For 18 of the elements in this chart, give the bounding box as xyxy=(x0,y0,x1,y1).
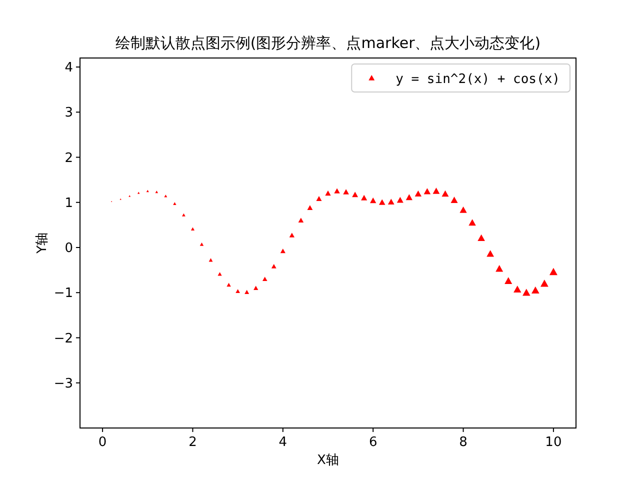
y-tick-label: 4 xyxy=(64,60,73,76)
y-tick-label: −2 xyxy=(54,331,73,346)
y-axis-title: Y轴 xyxy=(35,232,50,254)
chart-title: 绘制默认散点图示例(图形分辨率、点marker、点大小动态变化) xyxy=(115,34,541,52)
x-tick-label: 0 xyxy=(98,435,107,450)
x-tick-label: 6 xyxy=(368,435,378,450)
y-tick-label: 2 xyxy=(64,150,73,166)
x-axis-title: X轴 xyxy=(317,453,339,468)
x-tick-label: 2 xyxy=(188,435,197,450)
y-tick-label: 3 xyxy=(64,106,73,121)
y-tick-label: 1 xyxy=(64,196,73,211)
y-tick-label: 0 xyxy=(64,241,73,256)
y-tick-label: −1 xyxy=(54,286,73,302)
x-tick-label: 10 xyxy=(545,435,562,450)
x-tick-label: 4 xyxy=(278,435,288,450)
x-tick-label: 8 xyxy=(459,435,468,450)
y-tick-label: −3 xyxy=(54,376,73,392)
legend-label: y = sin^2(x) + cos(x) xyxy=(396,72,560,87)
